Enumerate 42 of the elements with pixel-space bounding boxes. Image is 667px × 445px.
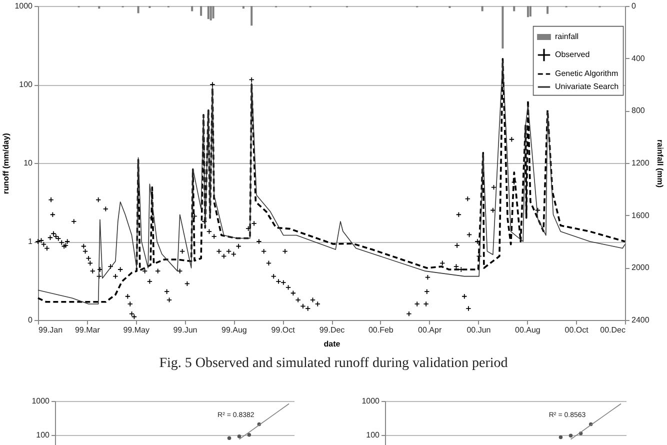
y2-tick-label: 800 [632,106,646,116]
x-tick-label: 99.Jun [173,326,198,334]
y2-tick-label: 2000 [632,263,650,272]
y-tick-label: 1 [28,237,34,246]
point [237,434,242,438]
legend-label: rainfall [555,32,579,41]
x-axis-title: date [324,340,341,348]
point [558,435,563,440]
x-tick-label: 99.Mar [74,326,100,334]
legend-label: Univariate Search [555,82,619,91]
y-tick-label: 100 [19,80,34,89]
y-tick-label: 100 [366,430,380,440]
x-tick-label: 00.Feb [368,326,394,334]
y2-tick-label: 1200 [632,158,650,168]
caption: Fig. 5 Observed and simulated runoff during validation period [158,356,509,372]
point [247,432,252,437]
y-tick-label: 10 [24,158,34,168]
y-tick-label: 1000 [32,396,50,406]
x-tick-label: 99.Oct [271,326,296,334]
y-tick-label: 100 [36,430,50,440]
point [568,434,573,438]
x-tick-label: 00.Apr [418,326,442,334]
y-tick-label: 1000 [14,2,34,10]
y-tick-label: 1000 [362,396,380,406]
y-tick-label: 0 [28,316,34,324]
y2-tick-label: 2400 [632,316,650,324]
x-tick-label: 00.Oct [564,326,590,334]
x-tick-label: 00.Dec [600,326,626,334]
y2-tick-label: 400 [632,54,646,63]
y2-tick-label: 1600 [632,210,650,220]
x-tick-label: 00.Aug [514,326,540,334]
x-tick-label: 00.Jun [466,326,491,334]
x-tick-label: 99.Aug [221,326,247,334]
point [227,436,232,440]
x-tick-label: 99.Dec [319,326,345,334]
legend-label: Observed [555,50,590,59]
legend-label: Genetic Algorithm [555,69,618,78]
y2-axis-title: rainfall (mm) [655,139,664,188]
y-axis-title: runoff (mm/day) [2,132,11,194]
y2-tick-label: 0 [632,2,636,10]
x-tick-label: 99.Jan [38,326,63,334]
x-tick-label: 99.May [123,326,150,334]
